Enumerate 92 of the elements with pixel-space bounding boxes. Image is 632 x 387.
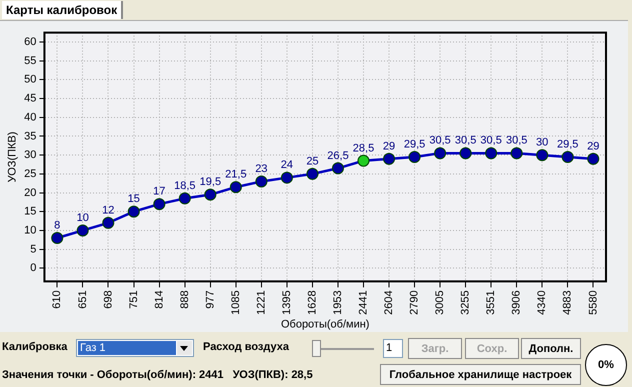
y-tick-label: 30 [24, 149, 36, 162]
text: Сохр. [476, 342, 508, 354]
data-label: 29 [382, 140, 396, 152]
chart-title: Карты калибровок [2, 1, 124, 19]
y-tick-label: 60 [24, 36, 36, 48]
x-tick-label: 1221 [255, 290, 268, 315]
x-tick-label: 3551 [485, 290, 498, 315]
point [408, 150, 421, 163]
data-label: 21,5 [225, 168, 247, 181]
point [204, 188, 216, 201]
x-tick-label: 2604 [383, 290, 396, 315]
y-tick-label: 20 [24, 186, 36, 199]
x-tick-label: 2790 [408, 290, 421, 315]
point [102, 216, 114, 229]
point [153, 198, 166, 210]
data-label: 30,5 [480, 134, 502, 147]
data-label: 30,5 [429, 134, 451, 147]
data-label: 12 [102, 204, 114, 216]
point [562, 150, 574, 163]
data-label: 24 [280, 159, 294, 172]
x-tick-label: 814 [153, 290, 166, 309]
y-tick-label: 10 [24, 224, 36, 236]
data-label: 15 [128, 193, 140, 206]
x-tick-label: 888 [178, 290, 191, 309]
x-tick-label: 4883 [562, 290, 574, 315]
data-label: 30,5 [454, 134, 476, 147]
data-label: 18,5 [174, 180, 196, 192]
data-label: 28,5 [352, 142, 374, 154]
point [128, 206, 140, 218]
point [536, 149, 548, 162]
point [332, 162, 344, 174]
data-label: 30 [536, 136, 548, 149]
data-label: 19,5 [200, 176, 222, 188]
y-tick-label: 0 [30, 262, 36, 274]
point [306, 168, 318, 180]
data-label: 26,5 [327, 150, 349, 162]
x-tick-label: 5580 [587, 290, 600, 315]
text: Газ 1 [80, 342, 106, 354]
x-tick-label: 1953 [332, 290, 344, 315]
data-label: 29,5 [404, 138, 426, 150]
point [51, 232, 64, 244]
data-label: 29,5 [557, 138, 578, 150]
x-tick-label: 651 [76, 290, 89, 309]
y-tick-label: 50 [24, 74, 36, 86]
text: 0% [598, 359, 614, 371]
x-tick-label: 4340 [536, 290, 548, 315]
point [255, 175, 268, 188]
x-tick-label: 698 [102, 290, 114, 309]
x-tick-label: 3255 [460, 290, 472, 315]
point [587, 152, 600, 165]
point [230, 181, 242, 194]
data-label: 29 [587, 140, 600, 152]
point [510, 147, 523, 160]
text: 1 [386, 342, 392, 354]
text: Дополн. [528, 342, 574, 354]
x-tick-label: 1628 [306, 290, 318, 315]
data-label: 23 [255, 162, 268, 175]
point [460, 147, 472, 160]
x-axis-title: Обороты(об/мин) [280, 318, 370, 330]
x-tick-label: 610 [51, 290, 64, 309]
x-tick-label: 3005 [434, 290, 446, 315]
y-tick-label: 15 [24, 206, 36, 218]
text: Загр. [421, 342, 449, 354]
y-tick-label: 25 [24, 168, 36, 180]
x-tick-label: 3906 [510, 290, 523, 315]
x-tick-label: 1085 [230, 290, 242, 315]
text: Глобальное хранилище настроек [389, 368, 572, 380]
y-tick-label: 55 [24, 54, 36, 67]
point [358, 154, 370, 167]
data-label: 25 [306, 155, 319, 168]
y-tick-label: 5 [30, 243, 36, 256]
x-tick-label: 751 [128, 290, 140, 309]
data-label: 10 [76, 212, 89, 224]
y-tick-label: 35 [24, 130, 36, 142]
y-tick-label: 40 [24, 111, 36, 124]
x-tick-label: 2441 [358, 290, 370, 315]
x-tick-label: 977 [204, 290, 216, 309]
point [485, 147, 498, 160]
point [178, 192, 191, 204]
y-tick-label: 45 [24, 92, 36, 105]
point [434, 147, 446, 160]
text: Калибровка [2, 341, 68, 353]
data-label: 8 [54, 220, 60, 232]
x-tick-label: 1395 [280, 290, 293, 315]
text: Значения точки - Обороты(об/мин): 2441 УОЗ(ПКВ): 28,5 [2, 369, 313, 381]
point [76, 224, 89, 236]
data-label: 30,5 [506, 134, 528, 147]
y-axis-title: УОЗ(ПКВ) [6, 132, 19, 182]
text: Расход воздуха [203, 341, 290, 353]
point [280, 172, 293, 184]
point [383, 152, 396, 165]
data-label: 17 [153, 186, 166, 198]
